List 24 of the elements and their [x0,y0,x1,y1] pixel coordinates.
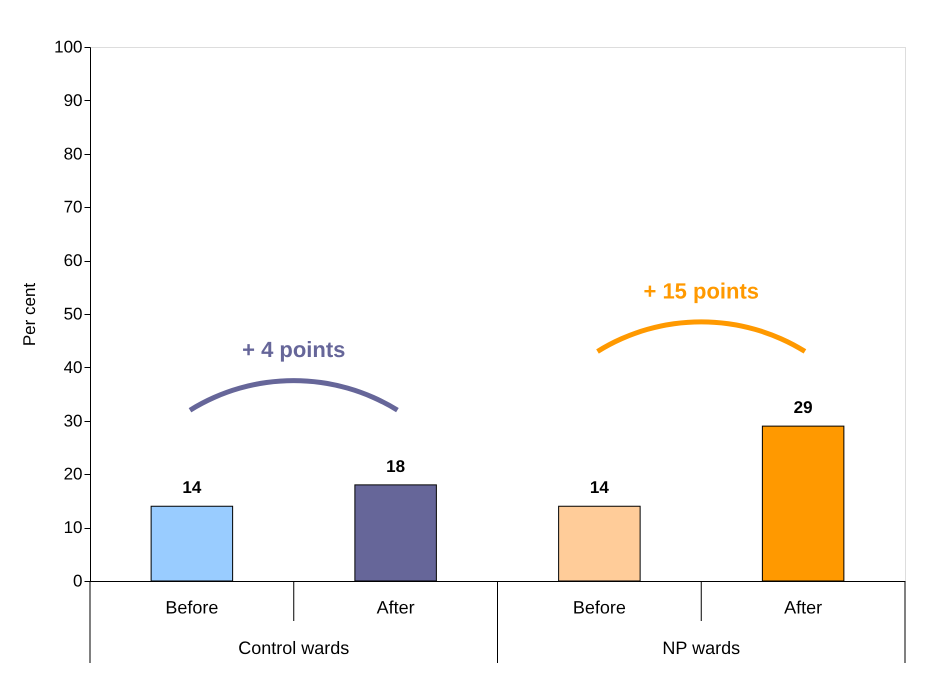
x-tick-label: Before [572,598,626,618]
text: Control wards [238,638,350,658]
annotation: + 4 points [242,337,346,362]
y-tick-label: 100 [54,38,82,56]
y-tick-label: 70 [64,198,82,217]
y-tick-label: 30 [64,411,82,430]
data-label: 14 [590,478,610,498]
y-tick-label: 20 [64,464,82,484]
x-tick-label: After [376,598,415,618]
text: NP wards [662,638,740,658]
x-tick-label: Before [165,598,218,618]
y-tick-label: 50 [64,304,82,324]
y-tick-label: 80 [64,144,82,164]
data-label: 18 [386,456,406,476]
data-label: 29 [794,398,813,418]
annotation: + 15 points [643,278,760,304]
y-tick-label: 40 [64,358,82,377]
y-axis-title: Per cent [20,282,40,346]
y-tick-label: 0 [73,572,82,590]
y-tick-label: 90 [64,90,82,110]
x-tick-label: After [784,598,822,618]
y-tick-label: 60 [64,251,82,270]
data-label: 14 [182,478,202,498]
y-tick-label: 10 [64,518,82,538]
